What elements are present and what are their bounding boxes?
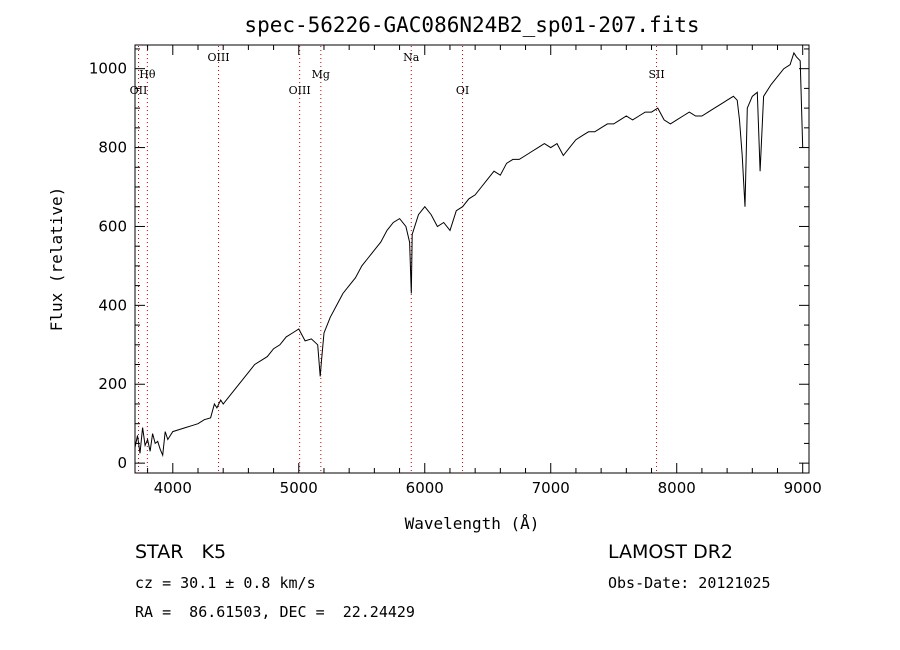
y-tick-label: 800 — [98, 139, 127, 157]
survey-name: LAMOST DR2 — [608, 541, 733, 563]
chart-title: spec-56226-GAC086N24B2_sp01-207.fits — [244, 13, 699, 37]
emission-line-label: SII — [648, 68, 664, 81]
tick-labels: 4000 5000 6000 7000 8000 9000 0 200 400 600 800 100… — [89, 60, 822, 497]
observation-date: Obs-Date: 20121025 — [608, 574, 771, 592]
y-tick-label: 600 — [98, 217, 127, 235]
emission-line-label: OI — [456, 84, 469, 97]
x-tick-label: 4000 — [154, 479, 192, 497]
x-tick-label: 9000 — [784, 479, 822, 497]
redshift-velocity: cz = 30.1 ± 0.8 km/s — [135, 574, 316, 592]
x-axis-label: Wavelength (Å) — [405, 514, 540, 533]
sky-coordinates: RA = 86.61503, DEC = 22.24429 — [135, 603, 415, 621]
x-tick-label: 8000 — [658, 479, 696, 497]
object-class: STAR K5 — [135, 541, 227, 563]
emission-line-label: Hθ — [139, 68, 156, 81]
y-axis-label: Flux (relative) — [47, 187, 66, 332]
x-tick-label: 6000 — [406, 479, 444, 497]
x-tick-label: 7000 — [532, 479, 570, 497]
plot-frame — [134, 44, 810, 474]
spectrum-line — [134, 51, 804, 458]
emission-line-label: Na — [403, 51, 420, 64]
emission-line-label: OIII — [207, 51, 229, 64]
emission-line-label: OII — [130, 84, 148, 97]
y-tick-label: 1000 — [89, 60, 127, 78]
axis-ticks — [135, 45, 809, 473]
y-tick-label: 0 — [117, 454, 127, 472]
emission-line-label: Mg — [312, 68, 330, 81]
x-tick-label: 5000 — [280, 479, 318, 497]
emission-line-label: OIII — [289, 84, 311, 97]
y-tick-label: 400 — [98, 296, 127, 314]
y-tick-label: 200 — [98, 375, 127, 393]
